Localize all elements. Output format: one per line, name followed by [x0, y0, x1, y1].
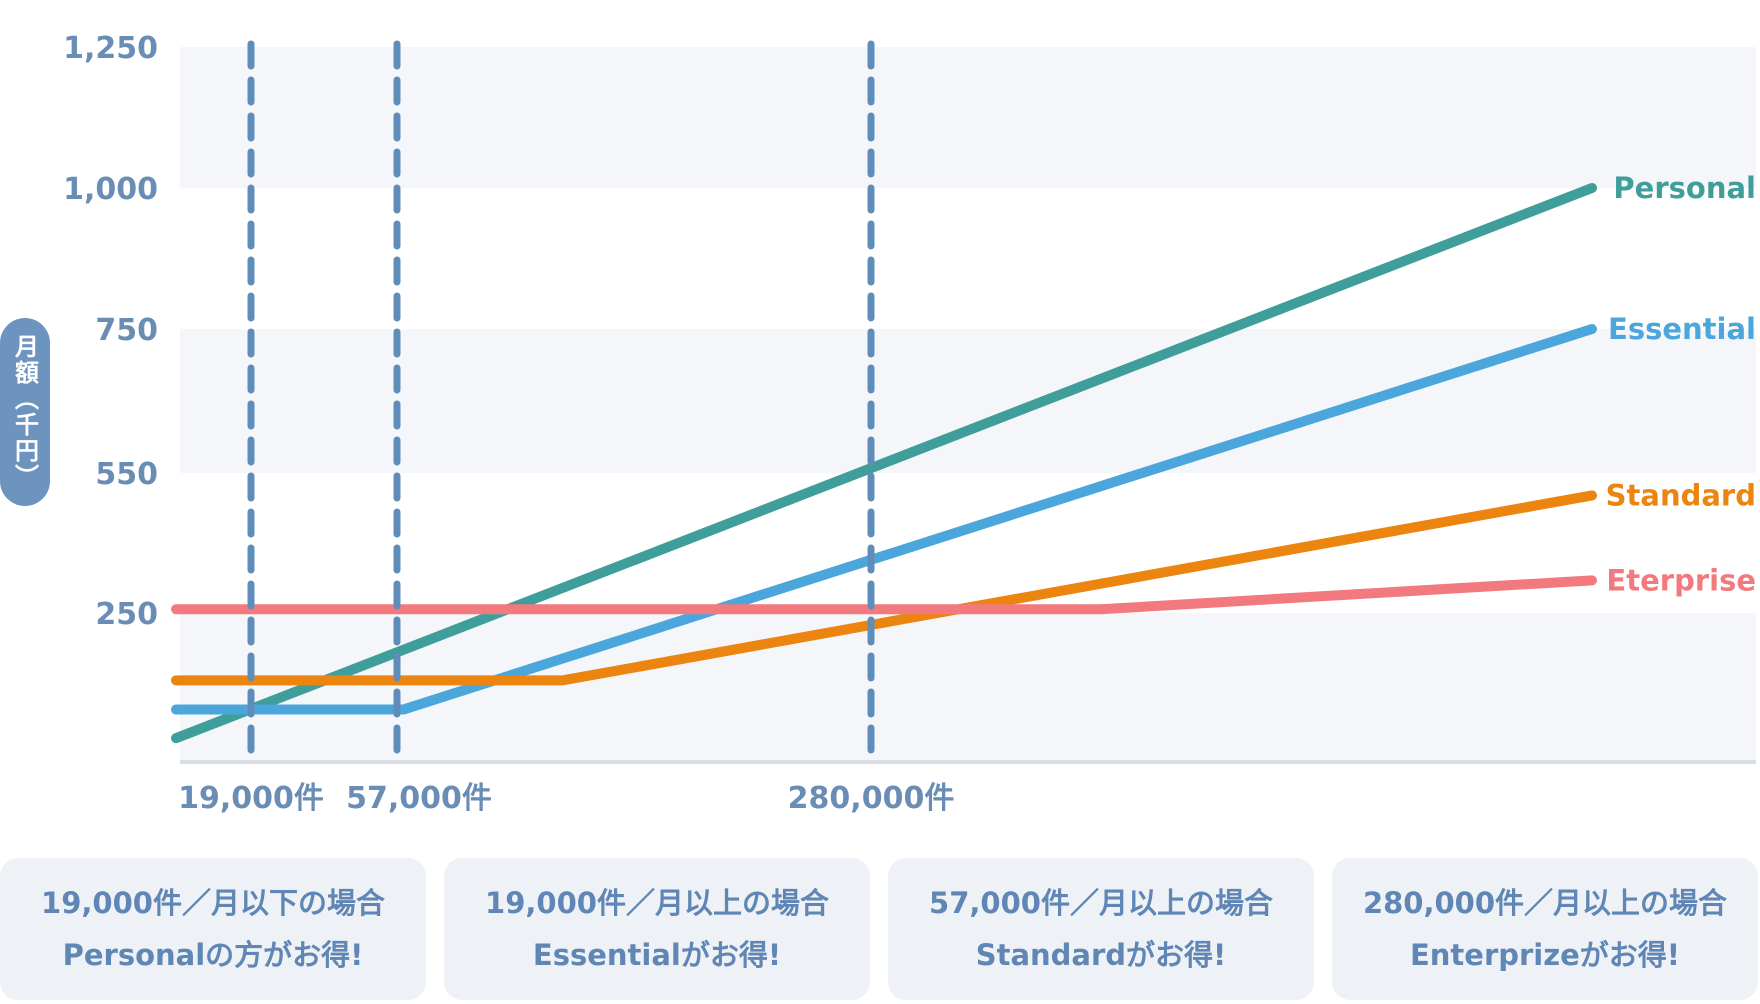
x-marker-label: 57,000件: [346, 781, 492, 816]
grid-band: [180, 613, 1756, 762]
info-card-line1: 280,000件／月以上の場合: [1362, 886, 1728, 920]
series-label-eterprise: Eterprise: [1606, 563, 1756, 597]
info-card-line1: 57,000件／月以上の場合: [929, 886, 1273, 920]
series-label-essential: Essential: [1608, 312, 1756, 346]
y-tick-label: 750: [95, 313, 158, 348]
info-card-line1: 19,000件／月以上の場合: [485, 886, 829, 920]
info-card-standard: 57,000件／月以上の場合 Standardがお得!: [888, 858, 1314, 1000]
y-tick-label: 550: [95, 457, 158, 492]
series-line-personal: [171, 183, 1597, 744]
info-card-line2: Standardがお得!: [975, 938, 1227, 972]
y-tick-label: 250: [95, 597, 158, 632]
series-label-personal: Personal: [1613, 171, 1756, 205]
x-marker-label: 19,000件: [178, 781, 324, 816]
x-marker-label: 280,000件: [788, 781, 955, 816]
series-line-eterprise: [171, 575, 1597, 615]
info-card-enterprise: 280,000件／月以上の場合 Enterprizeがお得!: [1332, 858, 1758, 1000]
grid-band: [180, 47, 1756, 188]
y-tick-label: 1,000: [63, 172, 158, 207]
y-tick-label: 1,250: [63, 31, 158, 66]
info-card-essential: 19,000件／月以上の場合 Essentialがお得!: [444, 858, 870, 1000]
info-card-personal: 19,000件／月以下の場合 Personalの方がお得!: [0, 858, 426, 1000]
series-label-standard: Standard: [1606, 478, 1756, 512]
info-card-line2: Essentialがお得!: [532, 938, 782, 972]
info-card-line1: 19,000件／月以下の場合: [41, 886, 385, 920]
y-axis-label: 月額（千円）: [0, 318, 50, 506]
grid-band: [180, 329, 1756, 473]
line-chart: 250 550 750 1,000 1,250 19,000件 57,000件 280,00…: [63, 31, 1756, 816]
info-card-line2: Personalの方がお得!: [62, 938, 364, 972]
series-line-standard: [171, 490, 1597, 686]
info-card-line2: Enterprizeがお得!: [1409, 938, 1681, 972]
